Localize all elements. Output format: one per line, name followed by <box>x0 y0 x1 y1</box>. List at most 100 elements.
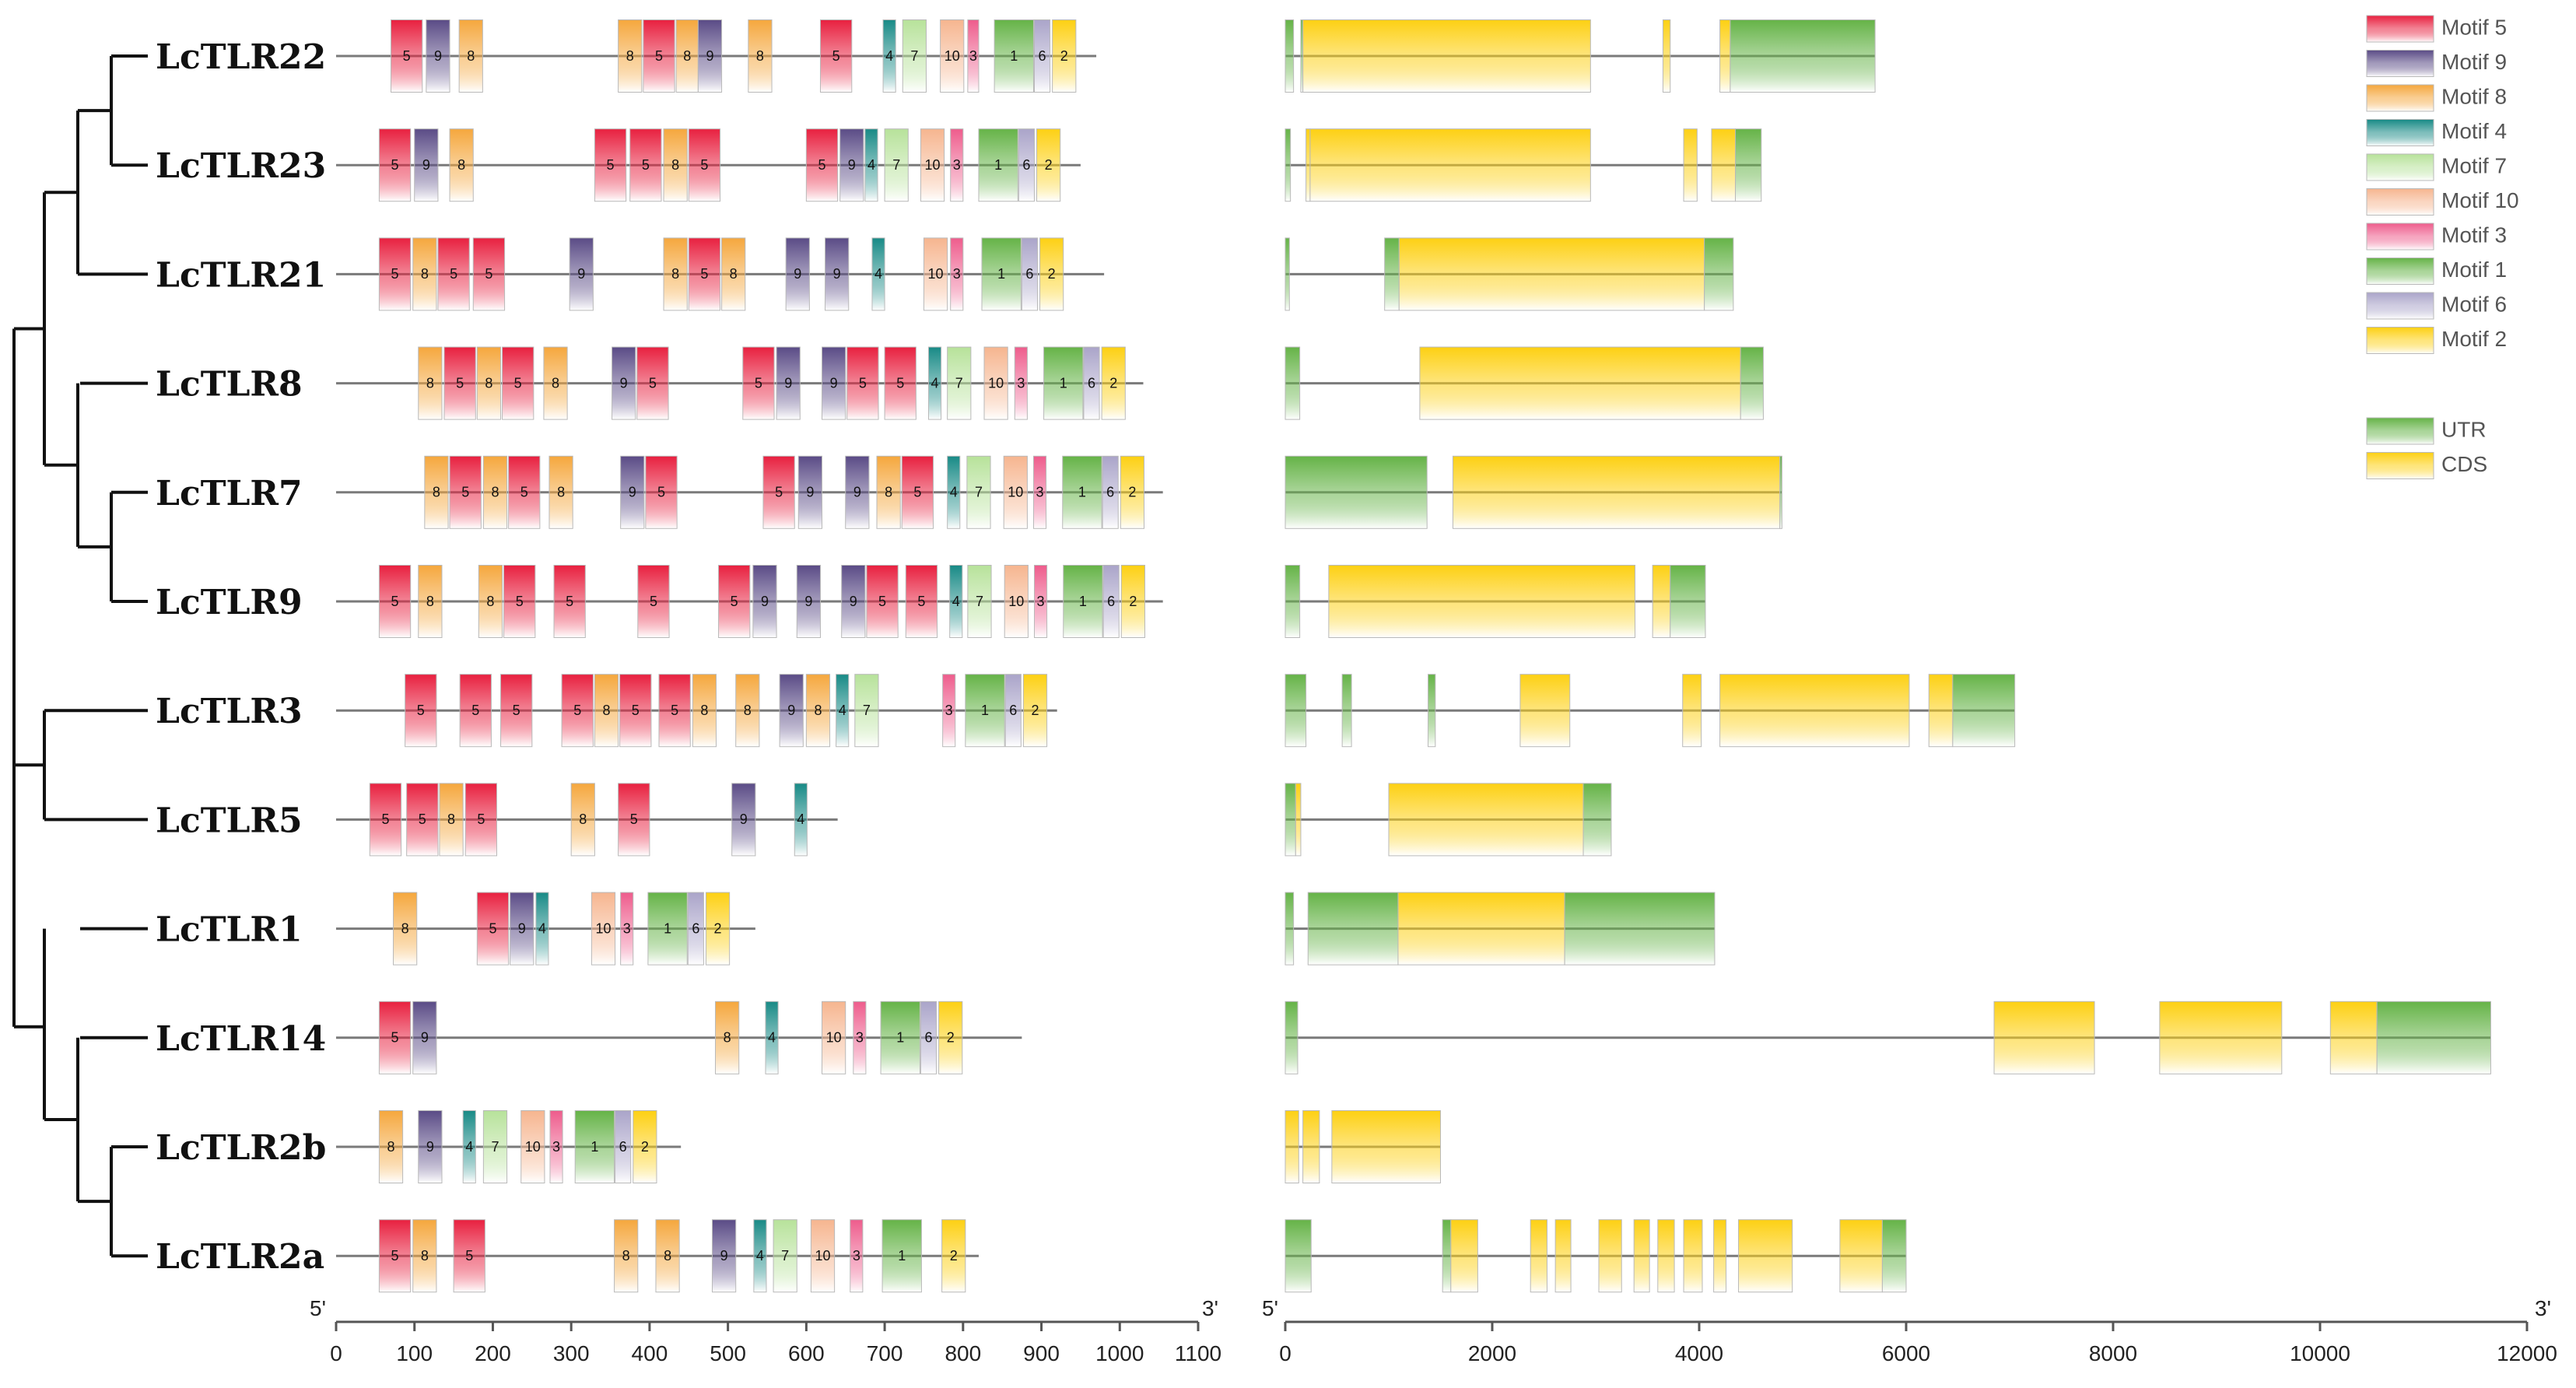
motif-number-label: 5 <box>859 375 867 391</box>
motif-5-box <box>378 128 412 202</box>
utr-block <box>1740 346 1764 420</box>
motif-number-label: 10 <box>815 1248 831 1264</box>
motif-number-label: 9 <box>426 1139 434 1155</box>
utr-block <box>1428 674 1436 748</box>
cds-block <box>1719 19 1731 93</box>
motif-5-box <box>846 346 879 420</box>
motif-number-label: 8 <box>387 1139 395 1155</box>
gene-labels: LcTLR22 LcTLR23 LcTLR21 LcTLR8 LcTLR7 LcTLR9 L… <box>156 37 326 1277</box>
legend-label: Motif 9 <box>2441 50 2507 74</box>
motif-2-box <box>1036 128 1061 202</box>
motif-5-box <box>502 346 534 420</box>
motif-5-box <box>762 455 795 529</box>
motif-number-label: 9 <box>629 485 636 500</box>
motif-5-box <box>391 19 423 93</box>
motif-4-box <box>836 674 850 748</box>
cds-block <box>1662 19 1671 93</box>
motif-number-label: 5 <box>403 48 411 64</box>
motif-number-label: 3 <box>856 1030 864 1046</box>
motif-number-label: 1 <box>981 703 989 718</box>
motif-7-box <box>482 1110 508 1183</box>
cds-block <box>2329 1001 2378 1074</box>
motif-6-box <box>615 1110 632 1183</box>
legend-swatch-motif-6 <box>2366 292 2434 320</box>
motif-number-label: 9 <box>720 1248 728 1264</box>
motif-number-label: 7 <box>781 1248 789 1264</box>
motif-8-box <box>482 455 508 529</box>
motif-8-box <box>715 1001 740 1074</box>
axis-tick-label: 600 <box>788 1341 825 1365</box>
motif-9-box <box>752 565 777 638</box>
motif-number-label: 5 <box>485 266 492 282</box>
motif-number-label: 8 <box>724 1030 731 1046</box>
motif-6-box <box>920 1001 938 1074</box>
motif-number-label: 8 <box>557 485 565 500</box>
motif-number-label: 1 <box>591 1139 598 1155</box>
motif-5-box <box>464 783 497 857</box>
utr-block <box>1564 892 1716 966</box>
motif-9-box <box>414 128 439 202</box>
gene-label: LcTLR8 <box>156 365 303 405</box>
motif-number-label: 8 <box>491 485 499 500</box>
legend-swatch-motif-7 <box>2366 153 2434 181</box>
motif-number-label: 10 <box>595 920 611 936</box>
motif-number-label: 8 <box>671 157 679 173</box>
motif-2-box <box>1101 346 1126 420</box>
motif-number-label: 5 <box>465 1248 473 1264</box>
motif-number-label: 4 <box>839 703 846 718</box>
motif-number-label: 2 <box>714 920 722 936</box>
motif-8-box <box>543 346 568 420</box>
motif-number-label: 1 <box>997 266 1005 282</box>
cds-block <box>1419 346 1741 420</box>
cds-block <box>1331 1110 1441 1183</box>
motif-3-box <box>853 1001 867 1074</box>
motif-number-label: 10 <box>826 1030 842 1046</box>
motif-number-label: 1 <box>994 157 1002 173</box>
motif-6-box <box>1083 346 1100 420</box>
motif-number-label: 2 <box>1060 48 1068 64</box>
motif-2-box <box>1120 565 1146 638</box>
motif-number-label: 9 <box>620 375 628 391</box>
motif-number-label: 2 <box>950 1248 958 1264</box>
axis-tick-label: 200 <box>475 1341 511 1365</box>
motif-number-label: 8 <box>485 375 492 391</box>
utr-block <box>1284 237 1290 311</box>
motif-8-box <box>721 237 746 311</box>
motif-number-label: 6 <box>1107 594 1115 609</box>
motif-5-box <box>742 346 775 420</box>
motif-number-label: 1 <box>1060 375 1067 391</box>
motif-4-box <box>864 128 878 202</box>
motif-number-label: 6 <box>1022 157 1030 173</box>
legend-swatch-motif-1 <box>2366 258 2434 285</box>
motif-number-label: 5 <box>391 594 399 609</box>
motif-5-box <box>805 128 839 202</box>
motif-5-box <box>437 237 470 311</box>
motif-6-box <box>1102 455 1119 529</box>
axis-end-label: 3' <box>2535 1296 2551 1320</box>
axis-start-label: 5' <box>1262 1296 1278 1320</box>
motif-number-label: 3 <box>969 48 977 64</box>
motif-5-box <box>472 237 506 311</box>
axis-tick-label: 8000 <box>2089 1341 2137 1365</box>
motif-number-label: 5 <box>461 485 469 500</box>
motif-number-label: 2 <box>1045 157 1053 173</box>
motif-number-label: 5 <box>775 485 783 500</box>
legend-swatch-motif-4 <box>2366 119 2434 146</box>
legend: Motif 5 Motif 9 Motif 8 Motif 4 Motif 7 Motif… <box>2366 15 2519 479</box>
motif-number-label: 6 <box>1009 703 1017 718</box>
motif-6-box <box>1021 237 1039 311</box>
motif-3-box <box>1033 565 1048 638</box>
motif-10-box <box>810 1219 836 1293</box>
cds-block <box>1302 1110 1320 1183</box>
gene-label: LcTLR9 <box>156 583 303 622</box>
gene-label: LcTLR7 <box>156 474 303 513</box>
motif-number-label: 2 <box>1129 594 1137 609</box>
motif-number-label: 8 <box>401 920 409 936</box>
motif-number-label: 7 <box>975 485 983 500</box>
motif-number-label: 8 <box>467 48 475 64</box>
motif-number-label: 8 <box>744 703 752 718</box>
motif-5-box <box>636 346 669 420</box>
cds-block <box>1398 237 1705 311</box>
motif-number-label: 4 <box>874 266 882 282</box>
motif-number-label: 4 <box>465 1139 473 1155</box>
